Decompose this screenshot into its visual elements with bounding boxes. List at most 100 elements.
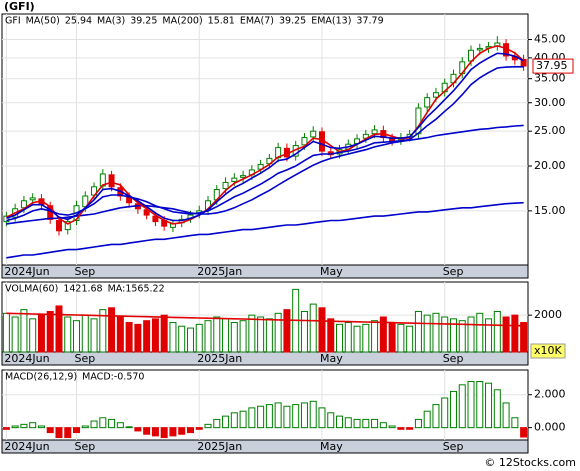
x-tick-label: 2024Jun xyxy=(4,352,49,365)
macd-bar xyxy=(20,423,28,429)
macd-bar xyxy=(134,427,142,432)
legend-value: 15.81 xyxy=(208,16,235,27)
volume-bar xyxy=(230,322,238,353)
series-line xyxy=(6,65,524,222)
macd-bar xyxy=(169,427,177,437)
legend-symbol: GFI xyxy=(5,16,21,27)
macd-bar xyxy=(99,417,107,429)
macd-bar xyxy=(327,412,335,429)
volume-bar xyxy=(344,322,352,353)
macd-bar xyxy=(449,390,457,429)
macd-bar xyxy=(151,427,159,437)
legend-value: 25.94 xyxy=(65,16,92,27)
volume-bar xyxy=(257,316,265,353)
macd-bar xyxy=(143,427,151,435)
x-tick-label: Sep xyxy=(443,440,464,453)
macd-bar xyxy=(46,427,54,434)
x-tick-label: 2025Jan xyxy=(197,440,242,453)
legend-value: 37.79 xyxy=(356,16,383,27)
macd-bar xyxy=(353,418,361,429)
candle-body xyxy=(3,215,10,223)
volume-bar xyxy=(362,323,370,353)
x-tick-label: 2025Jan xyxy=(197,265,242,278)
macd-bar xyxy=(485,382,493,429)
x-tick-label: 2025Jan xyxy=(197,352,242,365)
volume-bar xyxy=(379,316,387,353)
candle-body xyxy=(20,200,27,209)
macd-bar xyxy=(2,427,10,430)
macd-bar xyxy=(441,397,449,429)
macd-bar xyxy=(362,418,370,429)
macd-bar xyxy=(371,418,379,429)
date-strip xyxy=(1,439,529,454)
legend-name: MA(3) xyxy=(97,16,125,27)
macd-bar xyxy=(414,418,422,429)
macd-bar xyxy=(239,410,247,429)
last-price-box xyxy=(532,58,574,74)
candle-body xyxy=(476,47,483,51)
volume-bar xyxy=(108,307,116,353)
volume-bar xyxy=(20,309,28,353)
candle-body xyxy=(143,209,150,216)
volume-bar xyxy=(318,307,326,353)
macd-bar xyxy=(116,422,124,429)
macd-bar xyxy=(11,425,19,429)
legend-value: 1421.68 xyxy=(63,284,102,295)
legend-name: MA(50) xyxy=(26,16,60,27)
macd-bar xyxy=(336,415,344,429)
volume-bar xyxy=(397,323,405,353)
volume-bar xyxy=(423,314,431,353)
macd-bar xyxy=(502,402,510,429)
x-tick-label: 2024Jun xyxy=(4,440,49,453)
volume-bar xyxy=(99,309,107,353)
macd-bar xyxy=(458,384,466,429)
macd-bar xyxy=(29,422,37,429)
volume-bar xyxy=(265,318,273,353)
volume-bar xyxy=(151,318,159,353)
legend-value: 39.25 xyxy=(130,16,157,27)
volume-bar xyxy=(143,320,151,353)
macd-bar xyxy=(476,381,484,429)
x-tick-label: Sep xyxy=(75,440,96,453)
candle-body xyxy=(301,137,308,146)
volume-bar xyxy=(406,325,414,353)
volume-bar xyxy=(29,318,37,353)
panel-frame xyxy=(1,369,529,454)
series-line xyxy=(6,45,525,225)
candle-body xyxy=(55,220,62,232)
macd-bar xyxy=(160,427,168,439)
candle-body xyxy=(152,215,159,223)
volume-bar xyxy=(458,320,466,353)
x-tick-label: Sep xyxy=(75,265,96,278)
date-strip xyxy=(1,351,529,366)
volume-bar xyxy=(2,312,10,353)
macd-bar xyxy=(73,427,81,434)
volume-bar xyxy=(73,320,81,353)
legend-readout: MA:1565.22 xyxy=(108,284,165,295)
volume-bar xyxy=(441,316,449,353)
x-tick-label: May xyxy=(320,265,343,278)
candle-body xyxy=(371,129,378,135)
volume-bar xyxy=(134,323,142,353)
candle-body xyxy=(29,197,36,201)
x-tick-label: Sep xyxy=(443,352,464,365)
macd-bar xyxy=(493,389,501,429)
series-line xyxy=(6,52,524,222)
series-line xyxy=(6,312,524,327)
unit-box xyxy=(530,343,566,359)
macd-bar xyxy=(248,407,256,429)
legend-name: MA(200) xyxy=(162,16,202,27)
panel-frame xyxy=(1,13,529,279)
volume-bar xyxy=(476,312,484,353)
macd-bar xyxy=(511,417,519,429)
macd-bar xyxy=(230,412,238,429)
volume-bar xyxy=(309,303,317,353)
macd-bar xyxy=(520,427,528,438)
volume-bar xyxy=(90,318,98,353)
legend-readout: MACD:-0.570 xyxy=(82,372,144,383)
macd-bar xyxy=(423,410,431,429)
macd-bar xyxy=(90,420,98,429)
volume-bar xyxy=(336,323,344,353)
y-tick-label: 35.00 xyxy=(534,72,566,85)
